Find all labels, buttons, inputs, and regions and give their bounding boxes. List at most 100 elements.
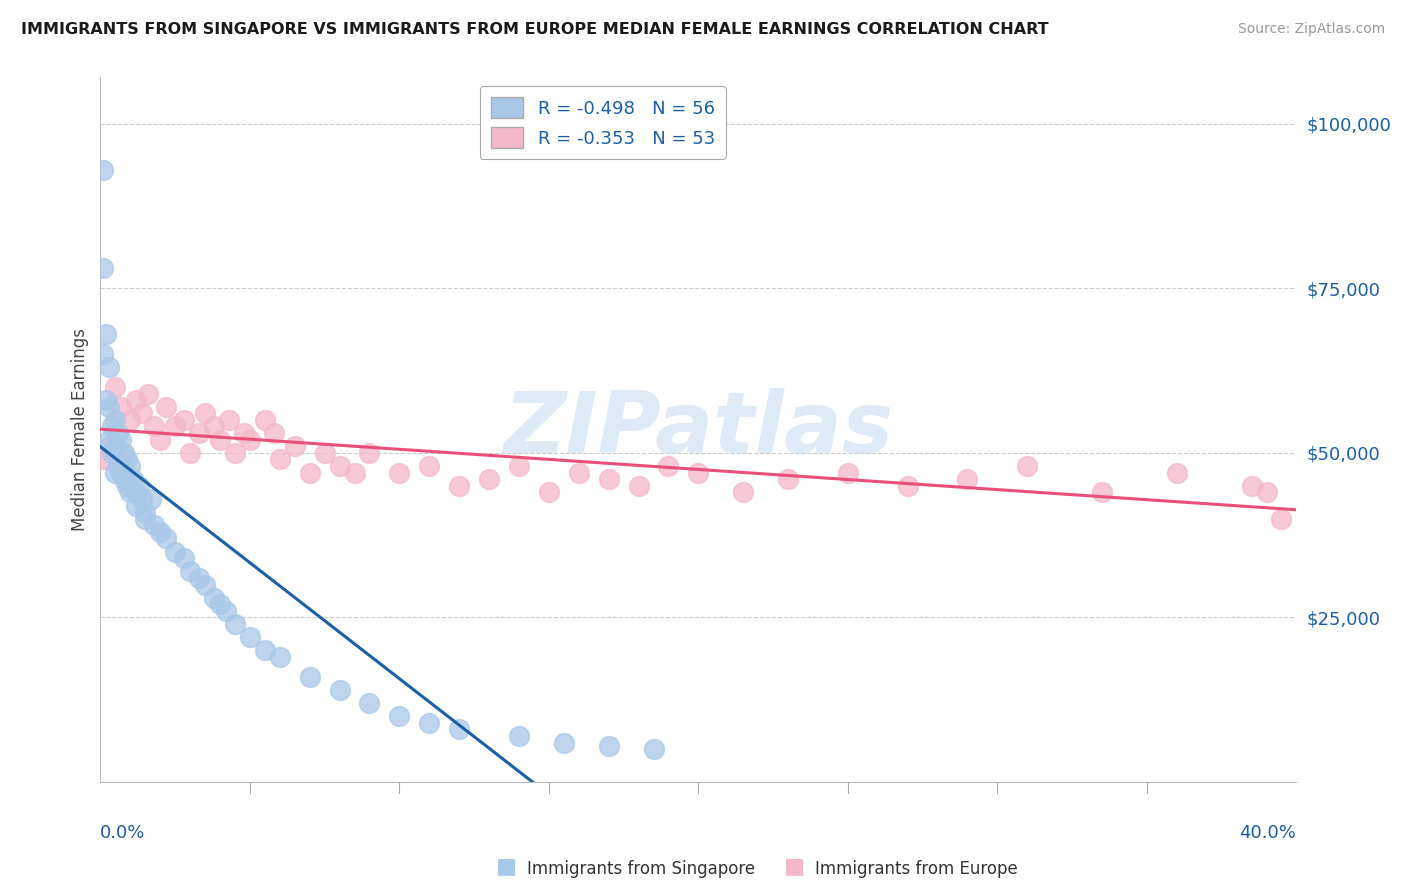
Point bbox=[120, 485, 142, 500]
Point bbox=[388, 709, 411, 723]
Point bbox=[128, 479, 150, 493]
Point bbox=[194, 577, 217, 591]
Point bbox=[1091, 485, 1114, 500]
Point bbox=[269, 452, 291, 467]
Point bbox=[202, 419, 225, 434]
Text: ■: ■ bbox=[785, 856, 804, 876]
Point bbox=[179, 446, 201, 460]
Point bbox=[359, 446, 381, 460]
Point bbox=[657, 458, 679, 473]
Point bbox=[149, 433, 172, 447]
Point bbox=[101, 446, 124, 460]
Point bbox=[173, 413, 195, 427]
Point bbox=[104, 413, 127, 427]
Point bbox=[733, 485, 755, 500]
Point bbox=[125, 393, 148, 408]
Point bbox=[96, 393, 118, 408]
Point bbox=[224, 617, 246, 632]
Point bbox=[478, 472, 501, 486]
Point bbox=[96, 327, 118, 342]
Point bbox=[215, 604, 238, 618]
Point bbox=[627, 479, 650, 493]
Point bbox=[359, 696, 381, 710]
Point bbox=[188, 571, 211, 585]
Legend: R = -0.498   N = 56, R = -0.353   N = 53: R = -0.498 N = 56, R = -0.353 N = 53 bbox=[479, 87, 725, 159]
Point bbox=[188, 426, 211, 441]
Point bbox=[284, 439, 307, 453]
Point bbox=[224, 446, 246, 460]
Point bbox=[329, 458, 352, 473]
Point bbox=[218, 413, 240, 427]
Point bbox=[120, 458, 142, 473]
Point bbox=[98, 360, 121, 375]
Point bbox=[104, 439, 127, 453]
Point bbox=[107, 458, 129, 473]
Point bbox=[104, 380, 127, 394]
Point bbox=[112, 472, 135, 486]
Text: Immigrants from Singapore: Immigrants from Singapore bbox=[527, 860, 755, 878]
Point bbox=[449, 723, 471, 737]
Point bbox=[98, 400, 121, 414]
Point bbox=[897, 479, 920, 493]
Point bbox=[1240, 479, 1263, 493]
Point bbox=[165, 544, 187, 558]
Point bbox=[263, 426, 285, 441]
Point bbox=[598, 472, 620, 486]
Point bbox=[329, 682, 352, 697]
Point bbox=[314, 446, 336, 460]
Point bbox=[143, 419, 166, 434]
Point bbox=[131, 491, 153, 506]
Point bbox=[117, 479, 139, 493]
Point bbox=[1166, 466, 1188, 480]
Text: ZIPatlas: ZIPatlas bbox=[503, 388, 893, 471]
Point bbox=[837, 466, 859, 480]
Text: 0.0%: 0.0% bbox=[100, 824, 146, 842]
Point bbox=[173, 551, 195, 566]
Point bbox=[117, 452, 139, 467]
Point bbox=[98, 433, 121, 447]
Point bbox=[120, 413, 142, 427]
Point bbox=[208, 433, 231, 447]
Point bbox=[143, 518, 166, 533]
Point bbox=[122, 472, 145, 486]
Text: ■: ■ bbox=[496, 856, 516, 876]
Point bbox=[98, 439, 121, 453]
Point bbox=[688, 466, 710, 480]
Point bbox=[125, 485, 148, 500]
Point bbox=[101, 419, 124, 434]
Point bbox=[508, 458, 530, 473]
Point bbox=[110, 466, 132, 480]
Point bbox=[253, 413, 276, 427]
Point bbox=[93, 347, 115, 361]
Point bbox=[110, 400, 132, 414]
Point bbox=[194, 406, 217, 420]
Point bbox=[418, 715, 440, 730]
Point bbox=[107, 426, 129, 441]
Point bbox=[112, 446, 135, 460]
Point bbox=[343, 466, 366, 480]
Point bbox=[778, 472, 800, 486]
Y-axis label: Median Female Earnings: Median Female Earnings bbox=[72, 328, 89, 532]
Point bbox=[1256, 485, 1278, 500]
Point bbox=[418, 458, 440, 473]
Point bbox=[537, 485, 560, 500]
Text: Immigrants from Europe: Immigrants from Europe bbox=[815, 860, 1018, 878]
Point bbox=[149, 524, 172, 539]
Point bbox=[269, 650, 291, 665]
Text: IMMIGRANTS FROM SINGAPORE VS IMMIGRANTS FROM EUROPE MEDIAN FEMALE EARNINGS CORRE: IMMIGRANTS FROM SINGAPORE VS IMMIGRANTS … bbox=[21, 22, 1049, 37]
Point bbox=[110, 433, 132, 447]
Point bbox=[155, 532, 177, 546]
Point bbox=[239, 630, 262, 644]
Point bbox=[298, 466, 321, 480]
Point bbox=[93, 162, 115, 177]
Point bbox=[104, 466, 127, 480]
Text: Source: ZipAtlas.com: Source: ZipAtlas.com bbox=[1237, 22, 1385, 37]
Point bbox=[1270, 511, 1292, 525]
Point bbox=[155, 400, 177, 414]
Point bbox=[134, 505, 156, 519]
Point bbox=[136, 386, 159, 401]
Point bbox=[298, 670, 321, 684]
Point bbox=[1017, 458, 1039, 473]
Point bbox=[956, 472, 979, 486]
Point bbox=[388, 466, 411, 480]
